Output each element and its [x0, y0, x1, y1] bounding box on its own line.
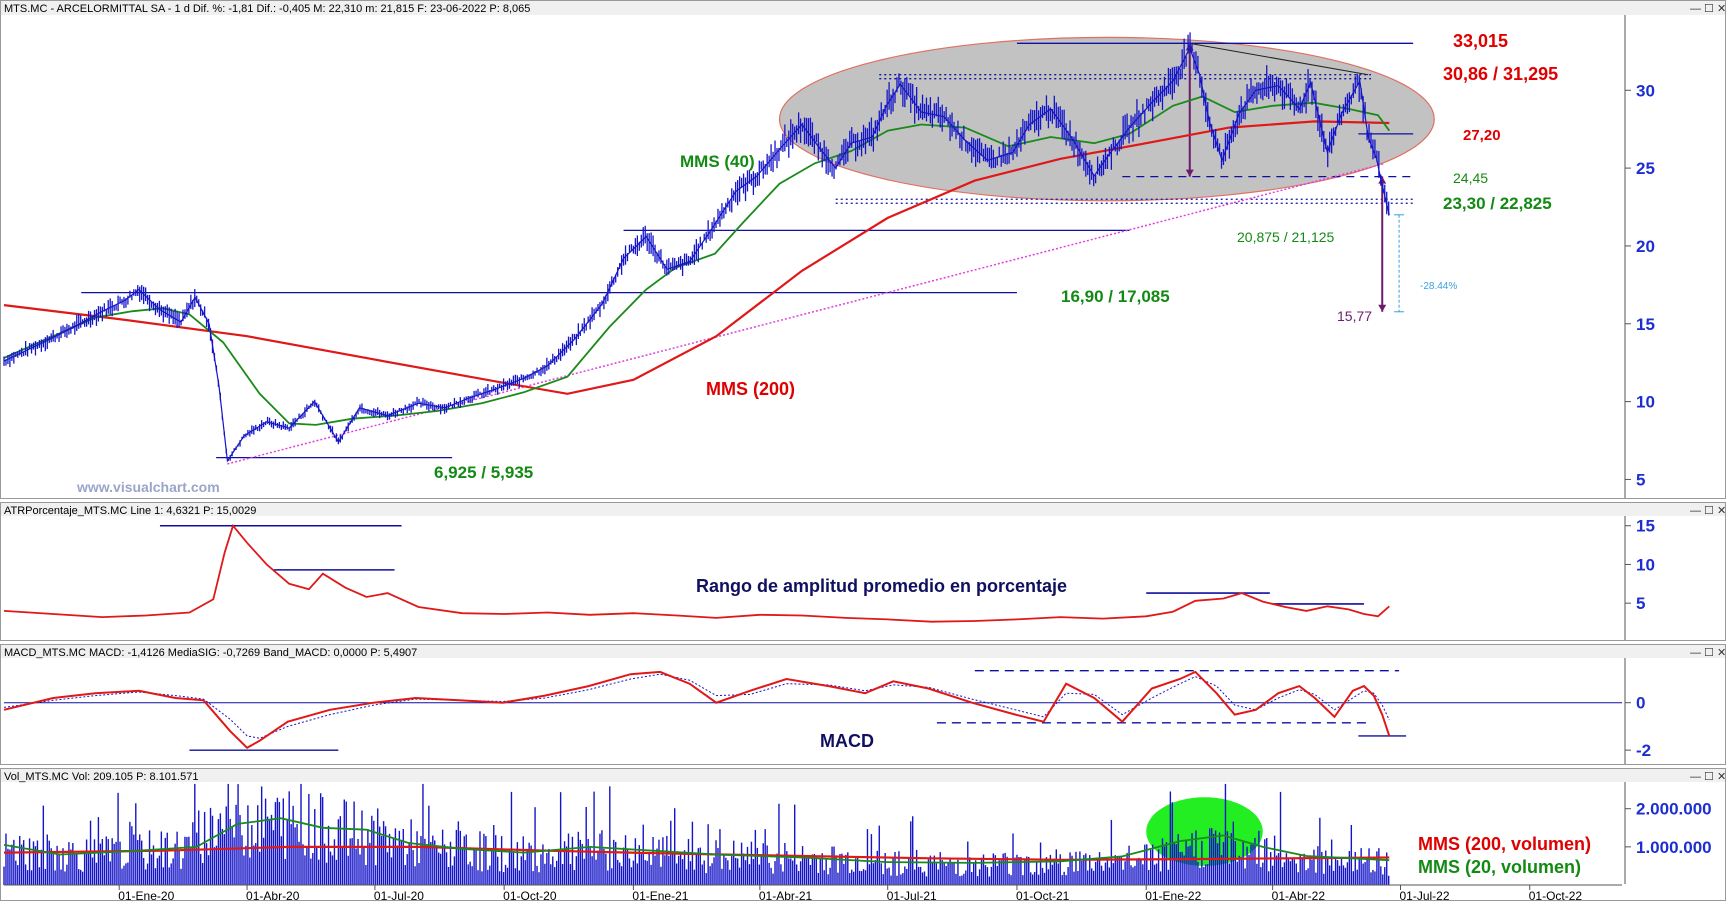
- mms40-line: [3, 95, 1391, 426]
- macd-header: MACD_MTS.MC MACD: -1,4126 MediaSIG: -0,7…: [1, 645, 1726, 659]
- atr-title: Rango de amplitud promedio en porcentaje: [696, 576, 1067, 596]
- level-6925-label: 6,925 / 5,935: [434, 463, 533, 482]
- date-axis: 01-Ene-20 01-Abr-20 01-Jul-20 01-Oct-20 01-E…: [4, 884, 1622, 903]
- level-1577-label: 15,77: [1337, 308, 1372, 324]
- level-3086-label: 30,86 / 31,295: [1443, 64, 1558, 84]
- volume-bars: [3, 783, 1390, 885]
- price-header: MTS.MC - ARCELORMITTAL SA - 1 d Dif. %: …: [1, 1, 1726, 15]
- macd-signal-line: [3, 673, 1390, 739]
- date-label-01-ene-22: 01-Ene-22: [1145, 889, 1201, 902]
- atr-layer: [3, 523, 1390, 623]
- window-buttons[interactable]: — ☐ ✕: [1690, 3, 1726, 15]
- volume-header-text: Vol_MTS.MC Vol: 209.105 P: 8.101.571: [4, 771, 198, 783]
- date-label-01-abr-22: 01-Abr-22: [1272, 889, 1326, 902]
- watermark: www.visualchart.com: [76, 479, 220, 495]
- macd-window-buttons[interactable]: — ☐ ✕: [1690, 647, 1726, 659]
- date-label-01-abr-21: 01-Abr-21: [759, 889, 813, 902]
- mms200-line: [3, 120, 1390, 395]
- price-line: [3, 46, 1390, 463]
- atr-axis-label-0: 5: [1636, 594, 1645, 613]
- atr-header: ATRPorcentaje_MTS.MC Line 1: 4,6321 P: 1…: [1, 503, 1726, 517]
- date-label-01-oct-20: 01-Oct-20: [503, 889, 557, 902]
- atr-axis-label-2: 15: [1636, 517, 1655, 536]
- date-label-01-ene-21: 01-Ene-21: [632, 889, 688, 902]
- macd-axis-label-1: 0: [1636, 694, 1645, 713]
- atr-line: [3, 523, 1390, 623]
- atr-header-text: ATRPorcentaje_MTS.MC Line 1: 4,6321 P: 1…: [4, 505, 256, 517]
- macd-header-text: MACD_MTS.MC MACD: -1,4126 MediaSIG: -0,7…: [4, 647, 417, 659]
- level-20875-label: 20,875 / 21,125: [1237, 229, 1335, 245]
- volume-window-buttons[interactable]: — ☐ ✕: [1690, 771, 1726, 783]
- mms200-label: MMS (200): [706, 379, 795, 399]
- price-axis-label-4: 25: [1636, 159, 1655, 178]
- date-label-01-ene-20: 01-Ene-20: [118, 889, 174, 902]
- price-annotations: 33,015 30,86 / 31,295 27,20 24,45 23,30 …: [434, 31, 1558, 482]
- volume-y-axis: 1.000.000 2.000.000: [1625, 800, 1712, 857]
- atr-panel-frame: [0, 502, 1726, 641]
- mms40-label: MMS (40): [680, 152, 755, 171]
- macd-layer: [3, 669, 1622, 751]
- atr-window-buttons[interactable]: — ☐ ✕: [1690, 505, 1726, 517]
- macd-axis-label-0: -2: [1636, 741, 1651, 760]
- support-trendline: [227, 162, 1386, 465]
- price-y-axis: 5 10 15 20 25 30: [1625, 81, 1655, 489]
- atr-y-axis: 5 10 15: [1625, 517, 1655, 613]
- level-33015-label: 33,015: [1453, 31, 1508, 51]
- level-2330-label: 23,30 / 22,825: [1443, 194, 1552, 213]
- price-axis-label-1: 10: [1636, 393, 1655, 412]
- volume-axis-label-0: 1.000.000: [1636, 838, 1712, 857]
- price-axis-label-3: 20: [1636, 237, 1655, 256]
- volume-ma200-line: [3, 845, 1390, 861]
- date-label-01-jul-22: 01-Jul-22: [1400, 889, 1450, 902]
- price-header-text: MTS.MC - ARCELORMITTAL SA - 1 d Dif. %: …: [4, 3, 530, 15]
- level-2720-label: 27,20: [1463, 127, 1501, 144]
- level-2445-label: 24,45: [1453, 170, 1488, 186]
- level-1690-label: 16,90 / 17,085: [1061, 287, 1170, 306]
- volume-axis-label-1: 2.000.000: [1636, 800, 1712, 819]
- resistance-line: [1189, 42, 1369, 76]
- mms200-vol-label: MMS (200, volumen): [1418, 834, 1591, 854]
- price-axis-label-2: 15: [1636, 315, 1655, 334]
- date-label-01-jul-21: 01-Jul-21: [887, 889, 937, 902]
- volume-highlight-ellipse: [1146, 797, 1263, 866]
- volume-ma20-line: [3, 817, 1390, 864]
- price-series-layer: [3, 32, 1391, 463]
- mms20-vol-label: MMS (20, volumen): [1418, 857, 1581, 877]
- macd-line: [3, 670, 1391, 750]
- macd-y-axis: -2 0: [1625, 694, 1651, 760]
- date-label-01-jul-20: 01-Jul-20: [374, 889, 424, 902]
- macd-title: MACD: [820, 731, 874, 751]
- atr-axis-label-1: 10: [1636, 555, 1655, 574]
- volume-layer: [3, 783, 1390, 885]
- volume-header: Vol_MTS.MC Vol: 209.105 P: 8.101.571 — ☐…: [1, 769, 1726, 783]
- date-label-01-oct-22: 01-Oct-22: [1529, 889, 1583, 902]
- date-label-01-oct-21: 01-Oct-21: [1016, 889, 1070, 902]
- date-label-01-abr-20: 01-Abr-20: [246, 889, 300, 902]
- pct-drop-label: -28.44%: [1420, 281, 1457, 292]
- price-axis-label-5: 30: [1636, 81, 1655, 100]
- price-axis-label-0: 5: [1636, 470, 1645, 489]
